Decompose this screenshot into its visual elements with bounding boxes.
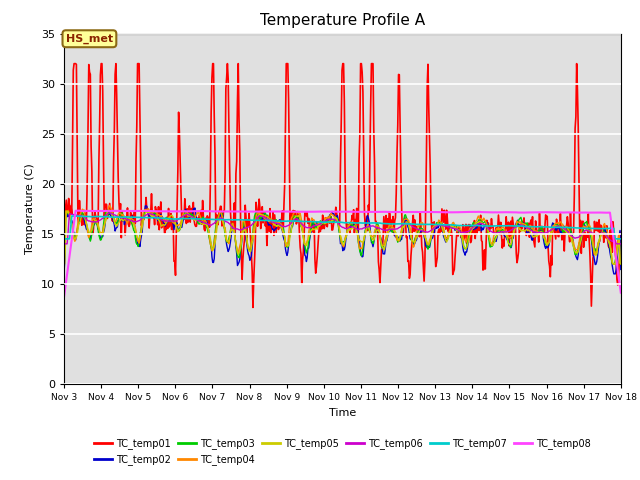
TC_temp02 <box>411 240 419 246</box>
TC_temp05 <box>105 207 113 213</box>
TC_temp03 <box>60 261 68 267</box>
TC_temp07 <box>214 216 222 222</box>
TC_temp03 <box>128 222 136 228</box>
TC_temp01 <box>128 221 136 227</box>
Line: TC_temp05: TC_temp05 <box>64 210 621 264</box>
TC_temp06 <box>60 241 68 247</box>
TC_temp08 <box>617 290 625 296</box>
X-axis label: Time: Time <box>329 408 356 418</box>
Text: HS_met: HS_met <box>66 34 113 44</box>
Line: TC_temp04: TC_temp04 <box>64 205 621 264</box>
TC_temp03 <box>108 208 115 214</box>
TC_temp02 <box>428 236 435 242</box>
TC_temp04 <box>617 261 625 267</box>
TC_temp01 <box>249 305 257 311</box>
TC_temp08 <box>60 294 68 300</box>
Line: TC_temp01: TC_temp01 <box>64 64 621 308</box>
TC_temp06 <box>106 210 113 216</box>
TC_temp02 <box>214 217 222 223</box>
TC_temp02 <box>60 271 68 277</box>
TC_temp02 <box>185 214 193 219</box>
TC_temp08 <box>411 209 419 215</box>
TC_temp07 <box>70 213 78 219</box>
TC_temp01 <box>71 61 79 67</box>
TC_temp08 <box>128 208 136 214</box>
TC_temp02 <box>142 203 150 209</box>
TC_temp01 <box>428 227 436 233</box>
TC_temp03 <box>428 233 435 239</box>
TC_temp05 <box>428 237 435 242</box>
TC_temp07 <box>72 213 79 219</box>
TC_temp04 <box>128 216 136 222</box>
TC_temp01 <box>412 226 419 231</box>
TC_temp07 <box>60 236 68 242</box>
TC_temp08 <box>70 219 78 225</box>
TC_temp07 <box>617 236 625 242</box>
TC_temp03 <box>70 231 78 237</box>
TC_temp04 <box>214 216 222 221</box>
Line: TC_temp02: TC_temp02 <box>64 206 621 274</box>
TC_temp07 <box>185 216 193 221</box>
TC_temp03 <box>411 236 419 241</box>
Y-axis label: Temperature (C): Temperature (C) <box>26 163 35 254</box>
TC_temp07 <box>411 221 419 227</box>
TC_temp05 <box>60 261 68 267</box>
TC_temp04 <box>106 203 113 208</box>
Line: TC_temp07: TC_temp07 <box>64 216 621 239</box>
TC_temp08 <box>428 209 435 215</box>
TC_temp01 <box>60 207 68 213</box>
TC_temp03 <box>617 261 625 267</box>
TC_temp06 <box>214 216 222 222</box>
TC_temp06 <box>128 218 136 224</box>
TC_temp06 <box>617 241 625 247</box>
TC_temp04 <box>411 240 419 245</box>
TC_temp01 <box>617 229 625 235</box>
TC_temp08 <box>185 208 193 214</box>
TC_temp01 <box>185 205 193 211</box>
TC_temp02 <box>70 231 78 237</box>
TC_temp05 <box>128 218 136 224</box>
TC_temp06 <box>70 212 78 217</box>
TC_temp08 <box>76 208 83 214</box>
TC_temp05 <box>411 240 419 245</box>
TC_temp05 <box>70 236 78 241</box>
TC_temp05 <box>214 218 222 224</box>
TC_temp02 <box>617 266 625 272</box>
Title: Temperature Profile A: Temperature Profile A <box>260 13 425 28</box>
Line: TC_temp06: TC_temp06 <box>64 213 621 244</box>
TC_temp04 <box>60 261 68 267</box>
TC_temp05 <box>617 261 625 267</box>
TC_temp06 <box>428 228 435 233</box>
Legend: TC_temp01, TC_temp02, TC_temp03, TC_temp04, TC_temp05, TC_temp06, TC_temp07, TC_: TC_temp01, TC_temp02, TC_temp03, TC_temp… <box>90 434 595 469</box>
TC_temp03 <box>214 214 222 220</box>
TC_temp08 <box>214 208 222 214</box>
TC_temp05 <box>185 213 193 219</box>
TC_temp07 <box>128 214 136 220</box>
TC_temp03 <box>185 212 193 218</box>
TC_temp02 <box>127 216 135 221</box>
TC_temp06 <box>411 225 419 231</box>
TC_temp01 <box>214 222 222 228</box>
TC_temp04 <box>185 211 193 217</box>
TC_temp01 <box>70 61 78 67</box>
TC_temp07 <box>428 221 435 227</box>
TC_temp06 <box>185 212 193 218</box>
TC_temp04 <box>428 232 435 238</box>
TC_temp04 <box>70 236 78 242</box>
Line: TC_temp08: TC_temp08 <box>64 211 621 297</box>
Line: TC_temp03: TC_temp03 <box>64 211 621 264</box>
